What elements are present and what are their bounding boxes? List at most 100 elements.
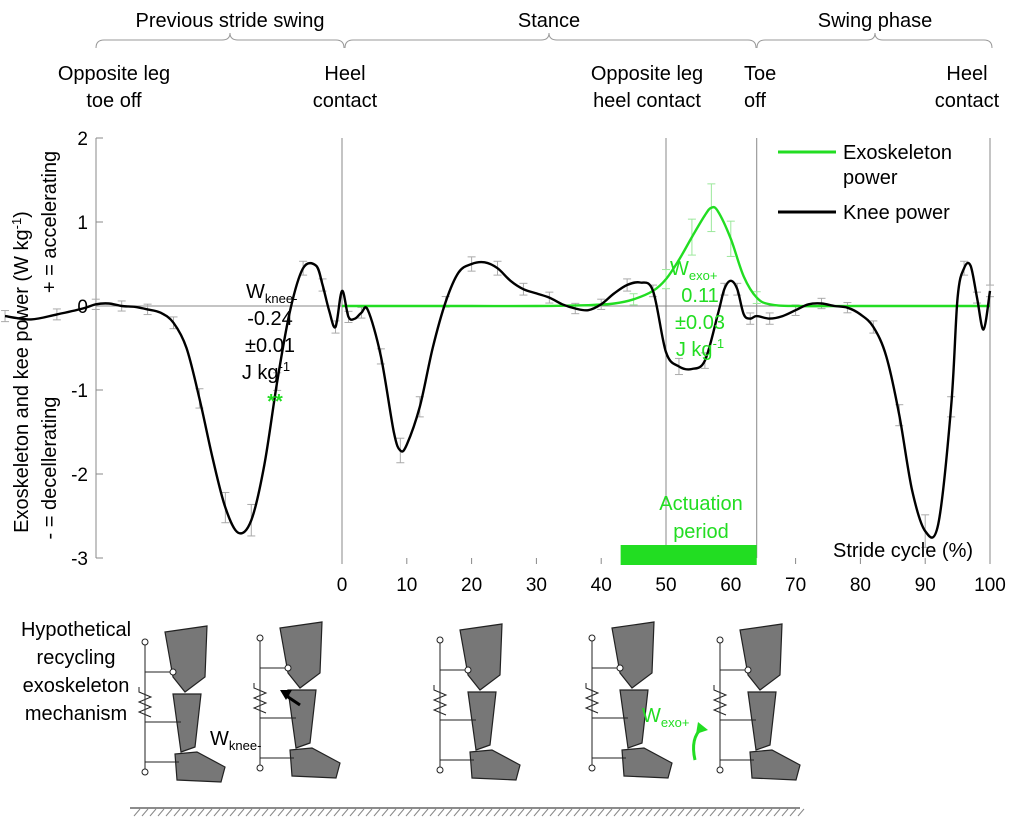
leg-2-spring [252,683,268,714]
leg-2-thigh [279,621,323,689]
y-axis-title-exp: -1 [9,218,24,230]
ground-hatch-stroke [605,808,613,817]
ground-hatch-stroke [277,808,285,817]
ground-hatch-stroke [453,808,461,817]
w-knee-value: -0.24 [247,308,293,330]
ground-hatch-stroke [781,808,789,817]
ground-hatch-stroke [525,808,533,817]
ground-hatch-stroke [365,808,373,817]
ground-hatch-stroke [717,808,725,817]
leg-1-shank [172,693,202,753]
leg-4 [584,621,673,779]
ground-hatch-stroke [253,808,261,817]
annotation-w-exo: Wexo+ 0.11 ±0.03 J kg-1 [670,258,725,361]
leg-5-exo-frame [719,640,756,770]
ground-hatch-stroke [325,808,333,817]
ground-hatch-stroke [397,808,405,817]
ground-hatch-stroke [381,808,389,817]
event-toe-off-line1: Toe [744,63,776,85]
leg-5-shank [747,691,777,751]
leg-4-shank [619,689,649,749]
y-ticks: 2 1 0 -1 -2 -3 [71,129,103,570]
axes [95,138,990,558]
w-exo-unit-exp: -1 [713,336,725,351]
ground-hatch-stroke [629,808,637,817]
ground-hatch-stroke [693,808,701,817]
phase-swing: Swing phase [818,10,933,32]
leg-3-joint [436,766,444,774]
ground-hatch-stroke [285,808,293,817]
w-knee-arrowhead [280,690,292,700]
w-knee-significance: ** [267,391,283,413]
ground-hatch-stroke [725,808,733,817]
leg-5-foot [749,749,801,781]
w-exo-unit-main: J kg [676,339,713,361]
ground-hatch-stroke [669,808,677,817]
ground-hatch-stroke [189,808,197,817]
ground-hatch-stroke [293,808,301,817]
ground-hatch-stroke [677,808,685,817]
ground-hatch-stroke [477,808,485,817]
leg-4-spring [584,683,600,714]
x-tick-label: 10 [396,575,417,596]
leg-1-exo-frame [144,642,181,772]
x-tick-label: 30 [526,575,547,596]
leg-1-joint [141,638,149,646]
event-opposite-heel-contact-line2: heel contact [593,90,701,112]
ground-hatch-stroke [685,808,693,817]
w-knee-unit-exp: -1 [279,359,291,374]
x-tick-label: 20 [461,575,482,596]
error-bars [1,183,994,548]
ground-hatch-stroke [149,808,157,817]
event-heel-contact-2-line2: contact [935,90,1000,112]
leg-5 [712,623,801,781]
x-tick-label: 0 [337,575,348,596]
mechanism-caption-line2: recycling [37,647,116,669]
ground-hatch-stroke [165,808,173,817]
leg-3-thigh [459,623,503,691]
ground-hatch-stroke [229,808,237,817]
y-tick-label: 2 [77,129,88,150]
w-knee-symbol: Wknee- [246,281,297,306]
leg-5-joint [744,666,752,674]
phase-brackets [95,32,993,49]
leg-4-joint [616,664,624,672]
legend-label-exo-line1: Exoskeleton [843,142,952,164]
y-axis-title: Exoskeleton and kee power (W kg-1) [9,211,34,533]
ground-hatch-stroke [205,808,213,817]
leg-4-joint [588,764,596,772]
ground-hatch-stroke [301,808,309,817]
ground-hatch-stroke [357,808,365,817]
legend-label-knee: Knee power [843,202,950,224]
leg-5-joint [716,636,724,644]
mechanism-caption-line4: mechanism [25,703,127,725]
leg-4-exo-frame [591,638,628,768]
w-knee-unit: J kg-1 [242,359,290,384]
w-exo-w: W [670,258,689,280]
ground-hatch-stroke [533,808,541,817]
ground-hatch-stroke [549,808,557,817]
w-knee-unit-main: J kg [242,362,279,384]
leg-1-foot [174,751,226,783]
y-tick-label: -1 [71,381,88,402]
series-lines [4,205,992,539]
y-axis-title-main: Exoskeleton and kee power (W kg [11,229,33,533]
ground-hatch-stroke [621,808,629,817]
ground-hatch-stroke [701,808,709,817]
ground-hatch-stroke [773,808,781,817]
phase-stance: Stance [518,10,580,32]
ground-hatch-stroke [437,808,445,817]
bracket-swing [756,32,993,49]
w-knee-sd: ±0.01 [245,335,295,357]
ground-hatch-stroke [173,808,181,817]
ground-hatch-stroke [485,808,493,817]
ground-hatch-stroke [613,808,621,817]
ground-hatch-stroke [789,808,797,817]
x-tick-label: 90 [915,575,936,596]
mech-wexo-w: W [642,705,661,727]
leg-3-joint [436,636,444,644]
x-ticks: 0 10 20 30 40 50 60 70 80 90 100 [337,558,1006,596]
leg-2-joint [256,764,264,772]
annotation-w-knee: Wknee- -0.24 ±0.01 J kg-1 ** [242,281,298,413]
w-exo-sd: ±0.03 [675,312,725,334]
